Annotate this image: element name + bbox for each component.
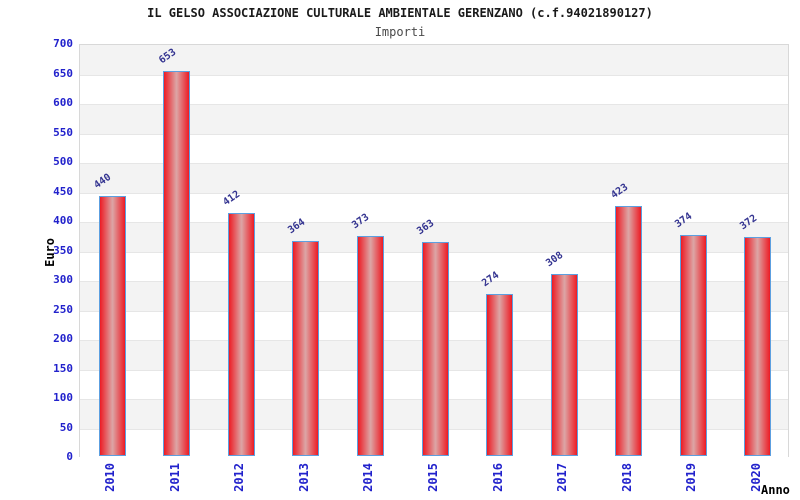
chart-subtitle: Importi: [374, 25, 426, 39]
y-tick-label: 50: [59, 420, 73, 434]
y-tick-label: 0: [66, 450, 73, 463]
y-tick-label: 250: [53, 302, 73, 316]
bar: [744, 236, 772, 456]
bar: [356, 235, 384, 456]
x-tick-label: 2017: [555, 463, 570, 492]
y-tick-label: 450: [53, 184, 73, 198]
grid-band: [80, 192, 788, 222]
x-tick-label: 2012: [232, 463, 247, 492]
grid-band: [80, 104, 788, 134]
x-axis-title: Anno: [761, 483, 790, 497]
gridline: [80, 163, 788, 164]
gridline: [80, 133, 788, 135]
y-axis-title: Euro: [43, 238, 57, 267]
bar: [615, 206, 643, 456]
y-tick-label: 700: [53, 37, 73, 50]
bar: [163, 70, 191, 456]
grid-band: [80, 74, 788, 104]
bar: [98, 196, 126, 456]
gridline: [80, 192, 788, 194]
x-tick-label: 2016: [490, 463, 505, 492]
x-tick-label: 2010: [103, 463, 118, 492]
gridline: [80, 222, 788, 223]
grid-band: [80, 133, 788, 163]
y-tick-label: 150: [53, 361, 73, 375]
chart-title: IL GELSO ASSOCIAZIONE CULTURALE AMBIENTA…: [147, 6, 653, 20]
y-tick-label: 400: [53, 214, 73, 227]
x-tick-label: 2015: [426, 463, 440, 492]
y-tick-label: 600: [53, 96, 73, 109]
plot-area: 440 653 412 364 373 363 274 308 423 374 372: [79, 44, 789, 458]
gridline: [80, 104, 788, 105]
gridline: [80, 74, 788, 76]
bar: [227, 212, 255, 456]
bar: [679, 235, 707, 456]
y-tick-label: 550: [53, 125, 73, 139]
bar: [486, 294, 514, 456]
bar: [421, 241, 449, 456]
y-tick-label: 200: [53, 332, 73, 345]
x-tick-label: 2018: [619, 463, 634, 492]
bar: [292, 241, 320, 456]
y-tick-label: 100: [53, 391, 73, 404]
y-tick-label: 650: [53, 66, 73, 80]
y-tick-label: 350: [53, 243, 73, 257]
bar: [550, 274, 578, 456]
grid-band: [80, 163, 788, 193]
y-tick-label: 500: [53, 155, 73, 168]
grid-band: [80, 45, 788, 75]
x-tick-label: 2013: [296, 463, 311, 492]
y-tick-label: 300: [53, 273, 73, 286]
x-tick-label: 2019: [684, 463, 699, 492]
x-tick-label: 2011: [167, 463, 182, 492]
x-tick-label: 2014: [361, 463, 376, 492]
